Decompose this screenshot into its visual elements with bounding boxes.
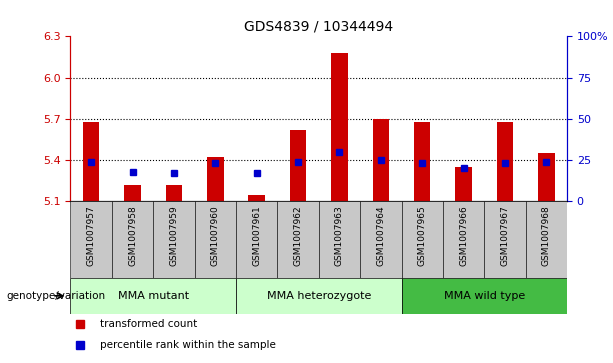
Bar (207, 158, 224, 201)
Bar (455, 167, 472, 201)
Text: GSM1007959: GSM1007959 (169, 205, 178, 266)
Text: MMA mutant: MMA mutant (118, 291, 189, 301)
Bar (331, 53, 348, 201)
Bar (497, 122, 513, 201)
FancyBboxPatch shape (70, 278, 236, 314)
Bar (414, 122, 430, 201)
FancyBboxPatch shape (236, 278, 402, 314)
FancyBboxPatch shape (277, 201, 319, 278)
Text: GSM1007963: GSM1007963 (335, 205, 344, 266)
FancyBboxPatch shape (236, 201, 277, 278)
Text: GSM1007965: GSM1007965 (417, 205, 427, 266)
FancyBboxPatch shape (112, 201, 153, 278)
Title: GDS4839 / 10344494: GDS4839 / 10344494 (244, 20, 394, 34)
Text: GSM1007962: GSM1007962 (294, 205, 303, 266)
Text: MMA heterozygote: MMA heterozygote (267, 291, 371, 301)
FancyBboxPatch shape (360, 201, 402, 278)
Text: GSM1007958: GSM1007958 (128, 205, 137, 266)
Text: GSM1007967: GSM1007967 (500, 205, 509, 266)
FancyBboxPatch shape (402, 201, 443, 278)
FancyBboxPatch shape (70, 201, 112, 278)
Text: GSM1007957: GSM1007957 (86, 205, 96, 266)
Bar (248, 195, 265, 201)
Text: GSM1007961: GSM1007961 (252, 205, 261, 266)
Bar (83, 122, 99, 201)
Text: transformed count: transformed count (101, 319, 197, 330)
FancyBboxPatch shape (526, 201, 567, 278)
Text: percentile rank within the sample: percentile rank within the sample (101, 340, 276, 350)
Text: GSM1007960: GSM1007960 (211, 205, 220, 266)
FancyBboxPatch shape (319, 201, 360, 278)
Text: GSM1007966: GSM1007966 (459, 205, 468, 266)
Bar (538, 153, 555, 201)
Text: genotype/variation: genotype/variation (6, 291, 105, 301)
Text: GSM1007964: GSM1007964 (376, 205, 386, 266)
FancyBboxPatch shape (402, 278, 567, 314)
Text: MMA wild type: MMA wild type (444, 291, 525, 301)
Bar (290, 130, 306, 201)
FancyBboxPatch shape (153, 201, 195, 278)
FancyBboxPatch shape (484, 201, 526, 278)
Bar (166, 185, 182, 201)
FancyBboxPatch shape (195, 201, 236, 278)
Bar (124, 185, 141, 201)
FancyBboxPatch shape (443, 201, 484, 278)
Bar (373, 119, 389, 201)
Text: GSM1007968: GSM1007968 (542, 205, 551, 266)
